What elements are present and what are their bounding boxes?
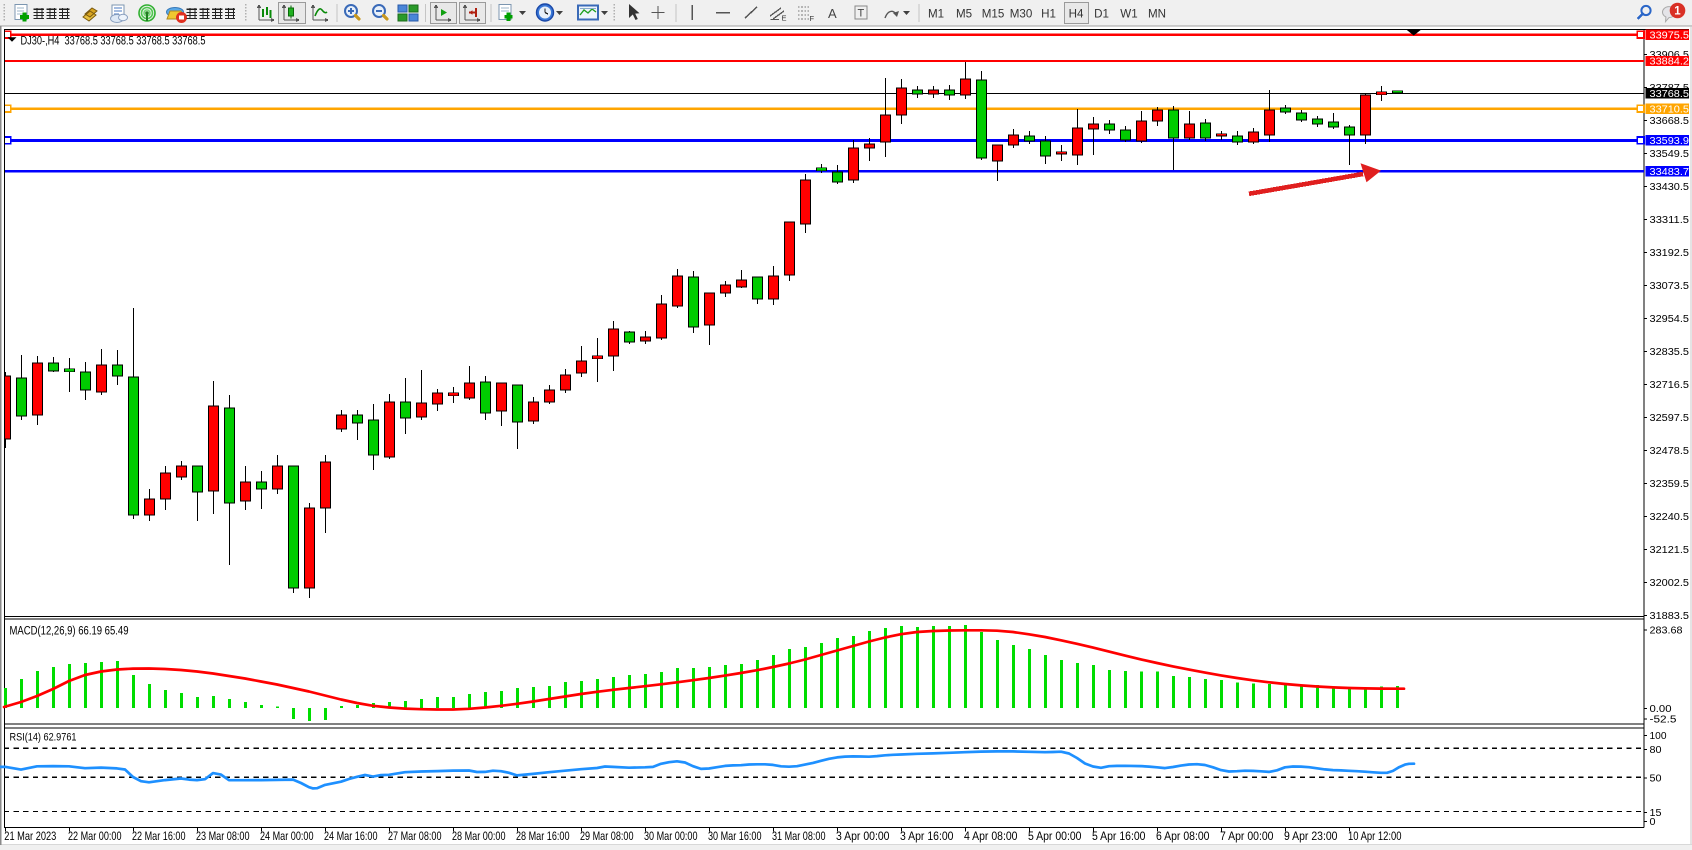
- svg-text:33311.5: 33311.5: [1650, 215, 1690, 226]
- svg-text:DJ30-,H4 33768.5 33768.5 3376: DJ30-,H4 33768.5 33768.5 33768.5 33768.5: [21, 35, 206, 47]
- svg-text:33768.5: 33768.5: [1650, 89, 1690, 100]
- svg-text:28 Mar 00:00: 28 Mar 00:00: [452, 829, 506, 843]
- svg-text:10 Apr 12:00: 10 Apr 12:00: [1348, 829, 1402, 843]
- svg-text:33884.2: 33884.2: [1650, 57, 1690, 68]
- svg-text:29 Mar 08:00: 29 Mar 08:00: [580, 829, 634, 843]
- svg-text:H4: H4: [1069, 7, 1084, 20]
- svg-text:32359.5: 32359.5: [1650, 479, 1690, 490]
- svg-text:30 Mar 16:00: 30 Mar 16:00: [708, 829, 762, 843]
- svg-text:30 Mar 00:00: 30 Mar 00:00: [644, 829, 698, 843]
- svg-text:H1: H1: [1041, 7, 1056, 20]
- svg-text:M1: M1: [928, 7, 944, 20]
- svg-text:4 Apr 08:00: 4 Apr 08:00: [964, 829, 1018, 843]
- svg-text:283.68: 283.68: [1650, 626, 1683, 637]
- svg-text:32597.5: 32597.5: [1650, 413, 1690, 424]
- svg-text:3 Apr 00:00: 3 Apr 00:00: [836, 829, 890, 843]
- svg-text:5 Apr 16:00: 5 Apr 16:00: [1092, 829, 1146, 843]
- svg-text:33710.5: 33710.5: [1650, 104, 1690, 115]
- svg-text:RSI(14) 62.9761: RSI(14) 62.9761: [10, 731, 77, 743]
- svg-text:D1: D1: [1094, 7, 1109, 20]
- svg-text:M15: M15: [982, 7, 1005, 20]
- svg-text:24 Mar 16:00: 24 Mar 16:00: [324, 829, 378, 843]
- svg-text:31883.5: 31883.5: [1650, 611, 1690, 622]
- svg-text:F: F: [810, 14, 815, 23]
- svg-text:9 Apr 23:00: 9 Apr 23:00: [1284, 829, 1338, 843]
- svg-text:22 Mar 00:00: 22 Mar 00:00: [68, 829, 122, 843]
- svg-text:28 Mar 16:00: 28 Mar 16:00: [516, 829, 570, 843]
- svg-text:32240.5: 32240.5: [1650, 512, 1690, 523]
- svg-text:23 Mar 08:00: 23 Mar 08:00: [196, 829, 250, 843]
- svg-text:32478.5: 32478.5: [1650, 446, 1690, 457]
- svg-text:7 Apr 00:00: 7 Apr 00:00: [1220, 829, 1274, 843]
- svg-text:T: T: [858, 8, 865, 20]
- svg-text:32716.5: 32716.5: [1650, 380, 1690, 391]
- svg-text:3 Apr 16:00: 3 Apr 16:00: [900, 829, 954, 843]
- svg-text:W1: W1: [1120, 7, 1137, 20]
- svg-text:M30: M30: [1010, 7, 1033, 20]
- svg-text:27 Mar 08:00: 27 Mar 08:00: [388, 829, 442, 843]
- svg-text:33668.5: 33668.5: [1650, 116, 1690, 127]
- svg-text:33192.5: 33192.5: [1650, 248, 1690, 259]
- svg-text:33593.9: 33593.9: [1650, 136, 1690, 147]
- svg-text:33430.5: 33430.5: [1650, 182, 1690, 193]
- svg-text:33073.5: 33073.5: [1650, 281, 1690, 292]
- svg-text:31 Mar 08:00: 31 Mar 08:00: [772, 829, 826, 843]
- svg-text:0.00: 0.00: [1650, 704, 1672, 715]
- svg-text:32121.5: 32121.5: [1650, 545, 1690, 556]
- svg-text:32002.5: 32002.5: [1650, 578, 1690, 589]
- svg-text:1: 1: [1674, 6, 1681, 18]
- svg-text:80: 80: [1650, 745, 1662, 756]
- svg-text:-52.5: -52.5: [1650, 714, 1678, 725]
- svg-text:M5: M5: [956, 7, 972, 20]
- svg-text:MACD(12,26,9) 66.19 65.49: MACD(12,26,9) 66.19 65.49: [10, 626, 129, 638]
- svg-text:33906.5: 33906.5: [1650, 50, 1690, 61]
- svg-text:32954.5: 32954.5: [1650, 314, 1690, 325]
- svg-text:5 Apr 00:00: 5 Apr 00:00: [1028, 829, 1082, 843]
- svg-text:32835.5: 32835.5: [1650, 347, 1690, 358]
- svg-text:E: E: [782, 14, 787, 23]
- svg-text:24 Mar 00:00: 24 Mar 00:00: [260, 829, 314, 843]
- svg-text:0: 0: [1650, 817, 1656, 828]
- svg-text:50: 50: [1650, 773, 1662, 784]
- svg-text:33549.5: 33549.5: [1650, 149, 1690, 160]
- svg-text:21 Mar 2023: 21 Mar 2023: [4, 829, 56, 843]
- svg-text:22 Mar 16:00: 22 Mar 16:00: [132, 829, 186, 843]
- svg-text:33975.5: 33975.5: [1650, 30, 1690, 41]
- svg-text:A: A: [828, 6, 837, 21]
- svg-text:33483.7: 33483.7: [1650, 167, 1690, 178]
- svg-text:MN: MN: [1148, 7, 1166, 20]
- svg-text:100: 100: [1650, 731, 1667, 742]
- svg-text:15: 15: [1650, 808, 1662, 819]
- svg-text:6 Apr 08:00: 6 Apr 08:00: [1156, 829, 1210, 843]
